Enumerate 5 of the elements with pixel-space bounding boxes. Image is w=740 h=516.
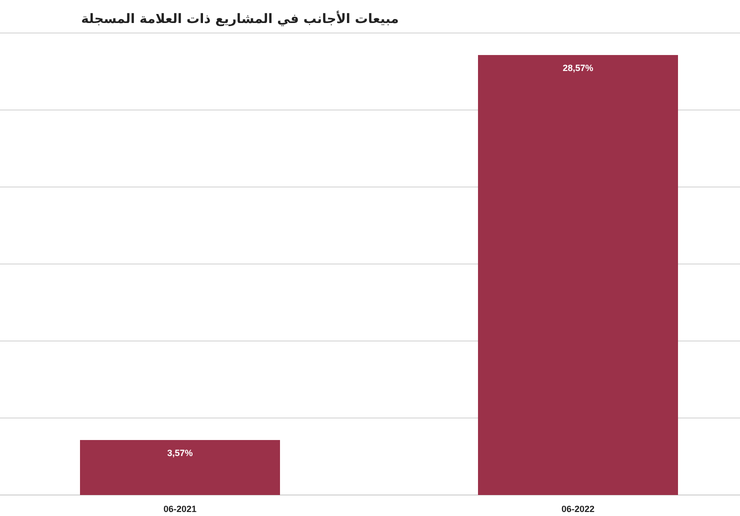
- x-tick-label: 06-2021: [163, 504, 197, 514]
- x-tick-label: 06-2022: [561, 504, 595, 514]
- chart-title: مبيعات الأجانب في المشاريع ذات العلامة المسجلة: [81, 10, 399, 27]
- data-label: 3,57%: [167, 448, 193, 458]
- data-label: 28,57%: [562, 63, 594, 74]
